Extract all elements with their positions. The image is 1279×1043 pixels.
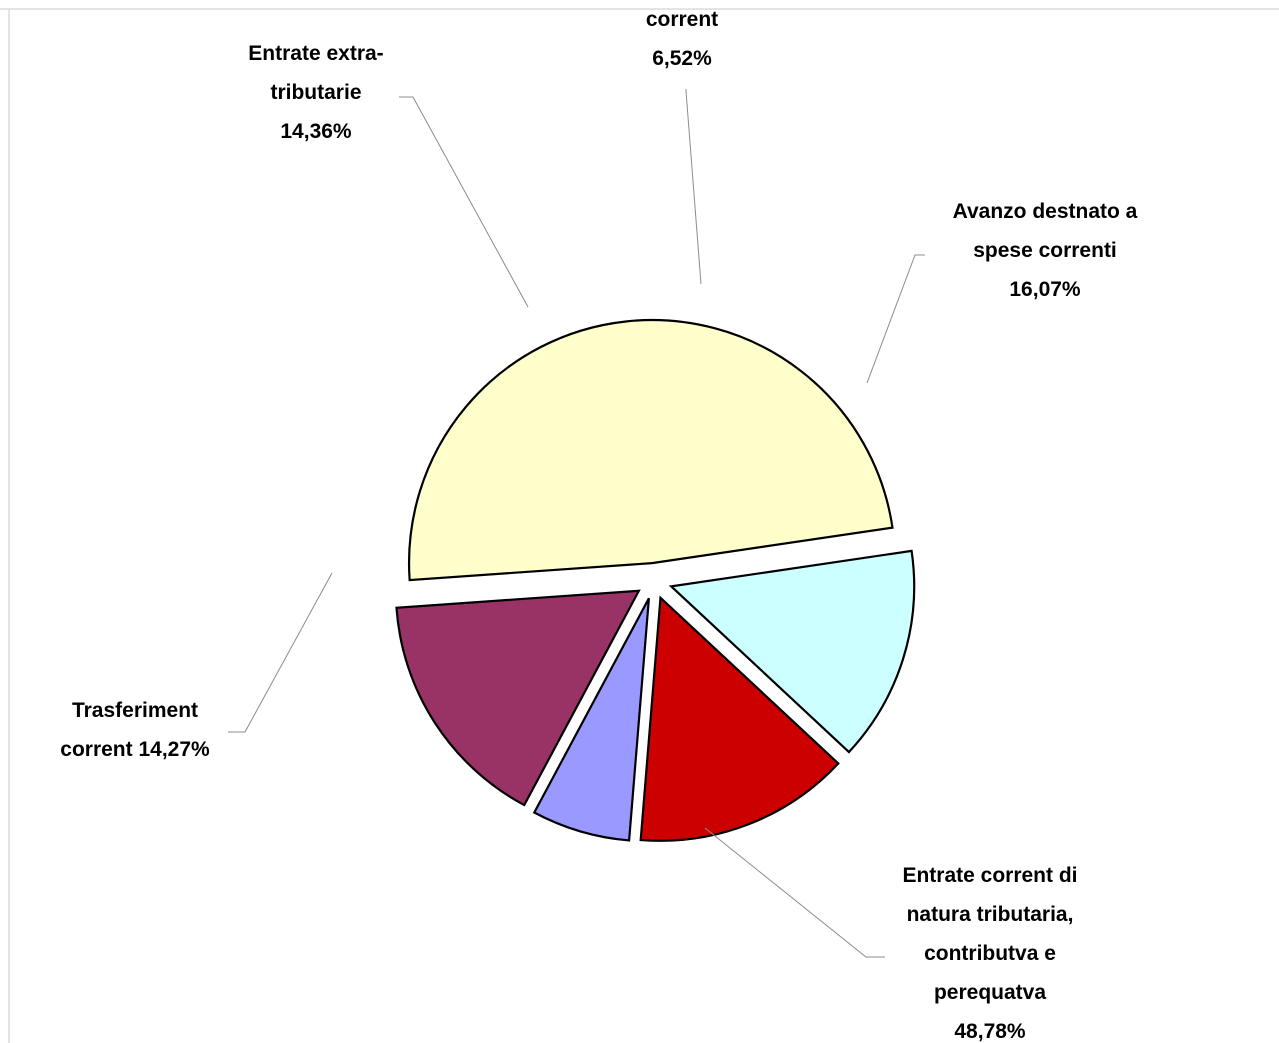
slice-data-label-line: contributva e <box>924 942 1056 965</box>
slice-data-label-line: tributarie <box>270 81 361 104</box>
pie-slice <box>407 318 894 582</box>
slice-data-label-line: Avanzo destnato a <box>953 200 1138 223</box>
slice-data-label: Entrate extra-tributarie 14,36% <box>248 42 383 143</box>
leader-lines-layer <box>228 89 925 958</box>
pie-slice <box>668 549 916 754</box>
leader-line <box>685 89 702 285</box>
pie-slice <box>639 595 840 842</box>
slices-layer <box>395 318 916 842</box>
slice-data-label-line: corrent 14,27% <box>60 738 210 761</box>
slice-data-label-line: spese correnti <box>973 239 1117 262</box>
slice-data-label-line: perequatva <box>934 981 1046 1004</box>
slice-data-label: corrent 6,52% <box>646 8 718 70</box>
slice-data-label: Entrate corrent di natura tributaria, cont… <box>902 864 1077 1043</box>
slice-data-label-line: 14,36% <box>280 120 352 143</box>
leader-line <box>228 572 333 733</box>
leader-line <box>399 96 529 308</box>
slice-data-label-line: Entrate extra- <box>248 42 383 65</box>
slice-data-label-line: corrent <box>646 8 718 31</box>
slice-data-label-line: 6,52% <box>652 47 712 70</box>
pie-slice <box>395 589 641 807</box>
slice-data-label-line: natura tributaria, <box>907 903 1074 926</box>
slice-data-label-line: 16,07% <box>1009 278 1081 301</box>
slice-data-label-line: Trasferiment <box>72 699 198 722</box>
slice-data-label-line: Entrate corrent di <box>902 864 1077 887</box>
leader-line <box>866 254 925 384</box>
leader-line <box>704 827 885 958</box>
slice-data-label: Avanzo destnato a spese correnti 16,07% <box>953 200 1138 301</box>
data-labels-layer: Entrate corrent di natura tributaria, cont… <box>60 8 1137 1043</box>
pie-slice <box>532 597 651 842</box>
slice-data-label-line: 48,78% <box>954 1020 1026 1043</box>
slice-data-label: Trasferiment corrent 14,27% <box>60 699 210 761</box>
